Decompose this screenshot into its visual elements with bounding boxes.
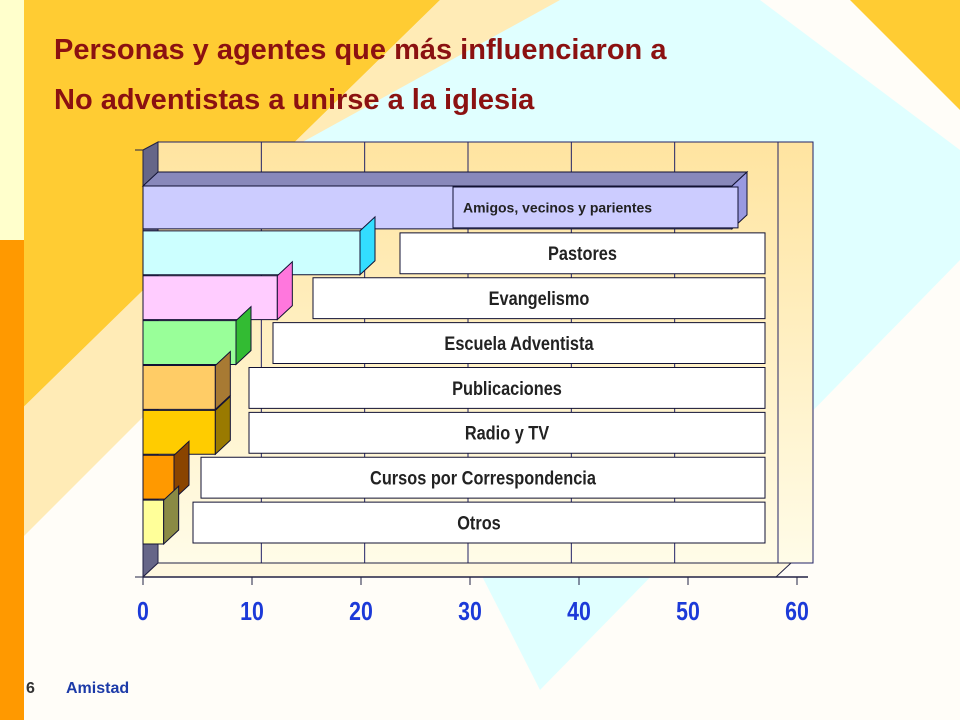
background-left-orange-band: [0, 240, 24, 720]
bar-label-text: Pastores: [548, 243, 617, 264]
bar-labels: Amigos, vecinos y parientes Pastores Evang…: [192, 186, 766, 544]
bar-side-face: [235, 305, 252, 366]
bar-label-text: Publicaciones: [452, 378, 562, 399]
bar-label-1: Amigos, vecinos y parientes: [452, 186, 739, 229]
plot-floor: [141, 562, 793, 578]
x-tick-label-10: 10: [240, 597, 264, 627]
background-left-light-band: [0, 0, 24, 240]
bar-top-face: [141, 171, 749, 187]
bar-label-8: Otros: [192, 501, 766, 544]
bar-label-3: Evangelismo: [312, 277, 766, 320]
bar-side-face: [163, 484, 180, 546]
bar-side-face: [173, 440, 190, 501]
x-tick-label-20: 20: [349, 597, 373, 627]
bar-front-face: [142, 230, 361, 276]
x-tick-label-30: 30: [458, 597, 482, 627]
slide-title-line-1: Personas y agentes que más influenciaron…: [54, 34, 667, 66]
bar-label-text: Radio y TV: [465, 422, 550, 443]
bar-front-face: [142, 409, 216, 455]
bar-8: [142, 484, 180, 546]
bar-label-box: [248, 367, 766, 409]
bar-label-box: [452, 186, 739, 229]
bar-2: [142, 215, 376, 276]
bar-label-box: [192, 501, 766, 544]
bar-label-text: Amigos, vecinos y parientes: [463, 199, 652, 215]
bar-label-2: Pastores: [399, 232, 766, 275]
bar-label-box: [272, 322, 766, 364]
bar-label-4: Escuela Adventista: [272, 322, 766, 364]
bar-5: [142, 350, 231, 411]
bar-side-face: [214, 395, 231, 456]
x-tick-label-0: 0: [137, 597, 149, 627]
bar-label-text: Otros: [457, 512, 501, 533]
bar-front-face: [142, 454, 175, 500]
bar-side-face: [276, 260, 293, 321]
bar-side-face: [214, 350, 231, 411]
bar-label-7: Cursos por Correspondencia: [200, 456, 766, 499]
bar-label-box: [200, 456, 766, 499]
slide-title-line-2: No adventistas a unirse a la iglesia: [54, 84, 535, 116]
bar-label-text: Evangelismo: [489, 288, 590, 309]
background-top-right-corner: [850, 0, 960, 110]
bar-3: [142, 260, 293, 321]
slide-topic: Amistad: [66, 680, 130, 697]
x-axis: 0 10 20 30 40 50 60: [135, 149, 809, 627]
bar-front-face: [142, 320, 237, 365]
x-tick-label-50: 50: [676, 597, 700, 627]
bar-label-6: Radio y TV: [248, 411, 766, 454]
bar-front-face: [142, 365, 216, 410]
bar-label-box: [248, 411, 766, 454]
bar-front-face: [142, 499, 165, 545]
bar-front-face: [142, 275, 278, 321]
x-tick-label-40: 40: [567, 597, 591, 627]
x-tick-label-60: 60: [785, 597, 809, 627]
slide-number: 6: [26, 680, 35, 697]
bar-label-5: Publicaciones: [248, 367, 766, 409]
bar-4: [142, 305, 252, 366]
bar-label-text: Cursos por Correspondencia: [370, 467, 596, 488]
bar-side-face: [359, 215, 376, 276]
bar-label-box: [312, 277, 766, 320]
bar-label-text: Escuela Adventista: [444, 333, 593, 354]
bar-label-box: [399, 232, 766, 275]
bar-7: [142, 440, 190, 501]
